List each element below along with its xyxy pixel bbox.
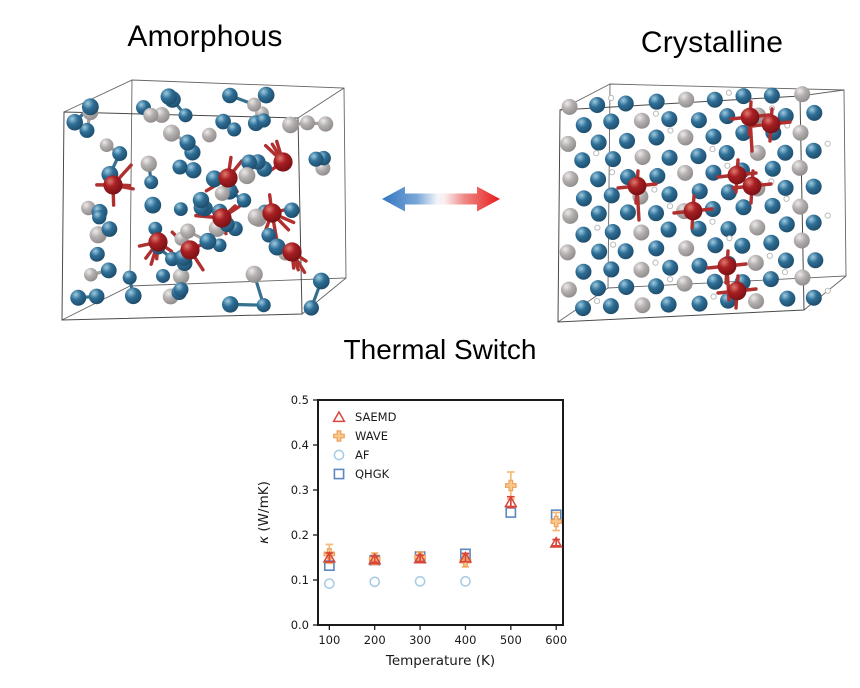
svg-text:0.2: 0.2 xyxy=(291,528,309,542)
thermal-switch-title: Thermal Switch xyxy=(343,334,537,365)
svg-text:600: 600 xyxy=(545,633,567,647)
phase-transition-arrow-icon xyxy=(382,186,500,212)
svg-text:0.1: 0.1 xyxy=(291,573,309,587)
svg-text:Temperature (K): Temperature (K) xyxy=(385,653,495,669)
svg-text:0.5: 0.5 xyxy=(291,393,309,407)
svg-text:κ (W/mK): κ (W/mK) xyxy=(256,481,272,544)
amorphous-structure-diagram xyxy=(61,79,347,321)
thermal-conductivity-chart: 100 200 300 400 500 600 0.0 0.1 0.2 0.3 0.4 0.5 Temp… xyxy=(256,393,567,669)
svg-text:300: 300 xyxy=(409,633,431,647)
svg-text:0.0: 0.0 xyxy=(291,618,309,632)
crystalline-title: Crystalline xyxy=(640,26,784,59)
svg-text:AF: AF xyxy=(355,448,369,462)
svg-text:QHGK: QHGK xyxy=(355,467,390,481)
svg-text:0.4: 0.4 xyxy=(291,438,309,452)
svg-text:WAVE: WAVE xyxy=(355,429,388,443)
svg-text:100: 100 xyxy=(318,633,340,647)
svg-text:0.3: 0.3 xyxy=(291,483,309,497)
crystalline-structure-diagram xyxy=(557,83,847,323)
amorphous-title: Amorphous xyxy=(127,20,283,53)
svg-text:SAEMD: SAEMD xyxy=(355,410,397,424)
svg-text:200: 200 xyxy=(364,633,386,647)
svg-text:500: 500 xyxy=(500,633,522,647)
svg-text:400: 400 xyxy=(454,633,476,647)
